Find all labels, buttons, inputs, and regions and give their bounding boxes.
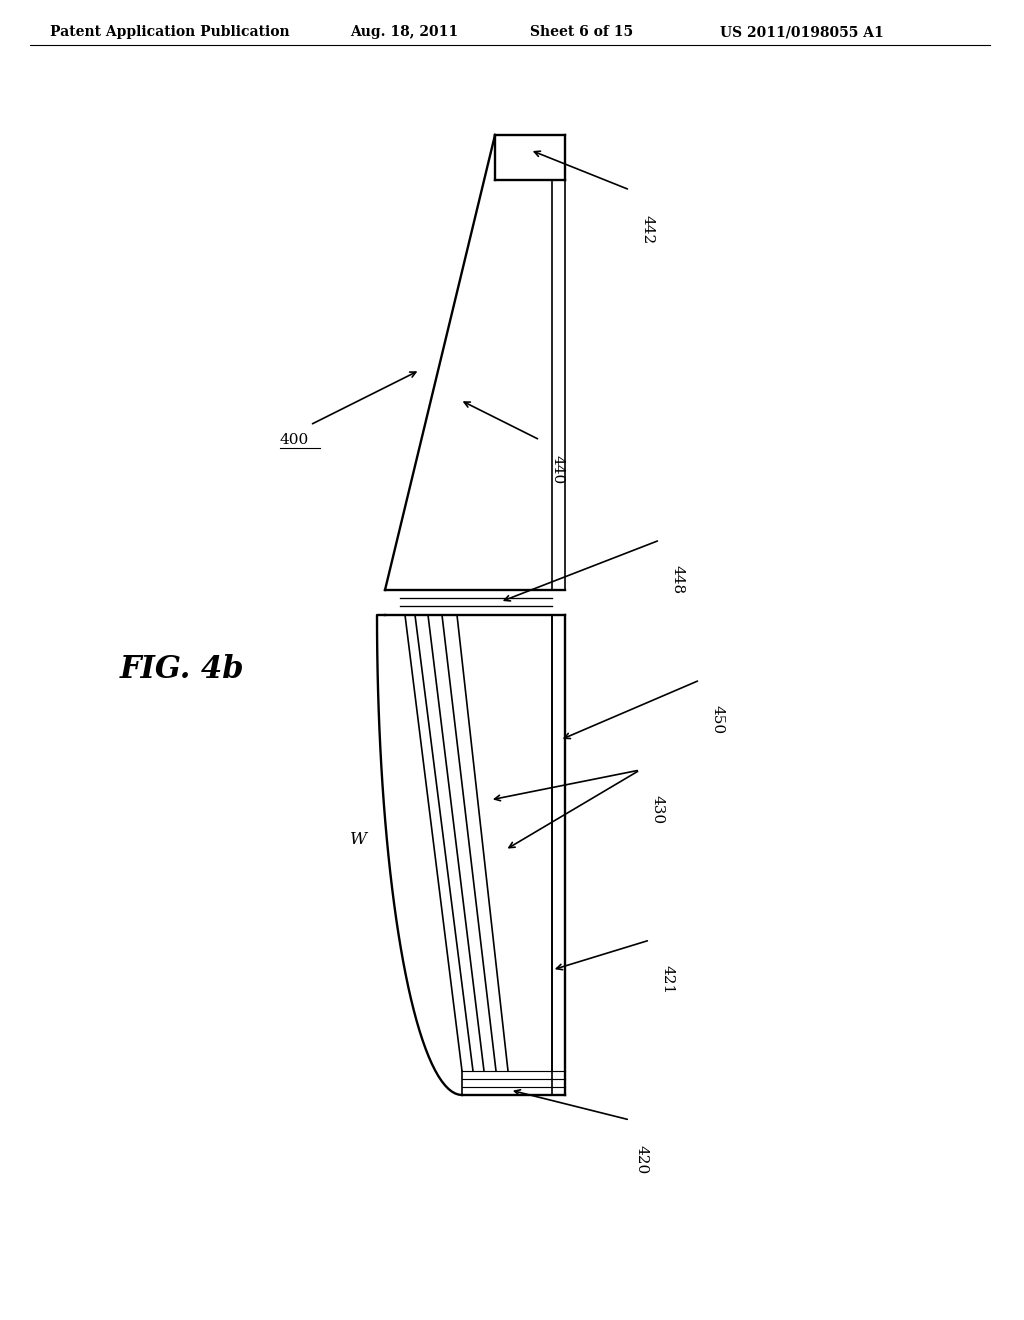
Text: Patent Application Publication: Patent Application Publication (50, 25, 290, 40)
Text: FIG. 4b: FIG. 4b (120, 655, 245, 685)
Text: W: W (350, 832, 368, 849)
Text: US 2011/0198055 A1: US 2011/0198055 A1 (720, 25, 884, 40)
Text: 400: 400 (280, 433, 309, 447)
Text: 430: 430 (650, 795, 664, 824)
Text: 421: 421 (660, 965, 674, 994)
Text: Aug. 18, 2011: Aug. 18, 2011 (350, 25, 458, 40)
Text: Sheet 6 of 15: Sheet 6 of 15 (530, 25, 633, 40)
Text: 440: 440 (550, 455, 564, 484)
Text: 420: 420 (635, 1144, 649, 1175)
Text: 442: 442 (640, 215, 654, 244)
Text: 450: 450 (710, 705, 724, 734)
Text: 448: 448 (670, 565, 684, 594)
